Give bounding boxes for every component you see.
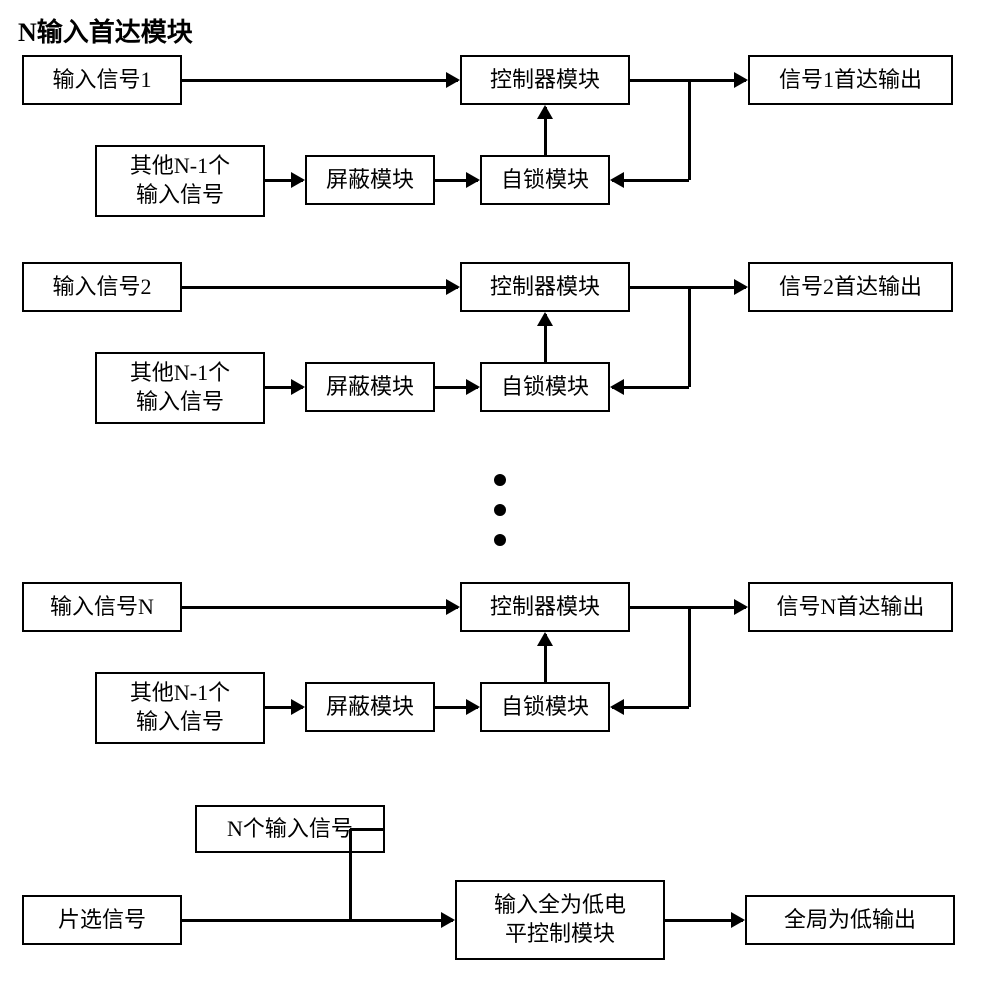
selflock-module-2: 自锁模块	[480, 362, 610, 412]
arrow-lowctrl-out	[665, 919, 743, 922]
ninputs-hline	[350, 828, 385, 831]
arrow-other-shield-3	[265, 706, 303, 709]
arrow-lock-ctrl-1	[544, 107, 547, 155]
output-signal-3: 信号N首达输出	[748, 582, 953, 632]
ninputs-vline	[349, 829, 352, 920]
other-inputs-1: 其他N-1个输入信号	[95, 145, 265, 217]
selflock-module-1: 自锁模块	[480, 155, 610, 205]
arrow-in-ctrl-1	[182, 79, 458, 82]
output-signal-1: 信号1首达输出	[748, 55, 953, 105]
output-signal-2: 信号2首达输出	[748, 262, 953, 312]
ellipsis-dot-1	[494, 504, 506, 516]
controller-module-1: 控制器模块	[460, 55, 630, 105]
arrow-other-shield-2	[265, 386, 303, 389]
low-level-control-box: 输入全为低电平控制模块	[455, 880, 665, 960]
arrow-cs-lowctrl	[182, 919, 453, 922]
arrow-other-shield-1	[265, 179, 303, 182]
controller-module-2: 控制器模块	[460, 262, 630, 312]
arrow-fb-lock-1	[612, 179, 689, 182]
input-signal-2: 输入信号2	[22, 262, 182, 312]
arrow-lock-ctrl-2	[544, 314, 547, 362]
other-inputs-2: 其他N-1个输入信号	[95, 352, 265, 424]
fb-vline-2	[688, 287, 691, 387]
input-signal-1: 输入信号1	[22, 55, 182, 105]
global-low-output-box: 全局为低输出	[745, 895, 955, 945]
shield-module-1: 屏蔽模块	[305, 155, 435, 205]
fb-vline-3	[688, 607, 691, 707]
shield-module-2: 屏蔽模块	[305, 362, 435, 412]
selflock-module-3: 自锁模块	[480, 682, 610, 732]
arrow-fb-lock-3	[612, 706, 689, 709]
input-signal-3: 输入信号N	[22, 582, 182, 632]
arrow-in-ctrl-3	[182, 606, 458, 609]
diagram-title: N输入首达模块	[18, 12, 193, 49]
chip-select-box: 片选信号	[22, 895, 182, 945]
ellipsis-dot-0	[494, 474, 506, 486]
arrow-shield-lock-1	[435, 179, 478, 182]
controller-module-3: 控制器模块	[460, 582, 630, 632]
arrow-lock-ctrl-3	[544, 634, 547, 682]
shield-module-3: 屏蔽模块	[305, 682, 435, 732]
arrow-in-ctrl-2	[182, 286, 458, 289]
other-inputs-3: 其他N-1个输入信号	[95, 672, 265, 744]
arrow-fb-lock-2	[612, 386, 689, 389]
ellipsis-dot-2	[494, 534, 506, 546]
arrow-shield-lock-2	[435, 386, 478, 389]
arrow-shield-lock-3	[435, 706, 478, 709]
fb-vline-1	[688, 80, 691, 180]
